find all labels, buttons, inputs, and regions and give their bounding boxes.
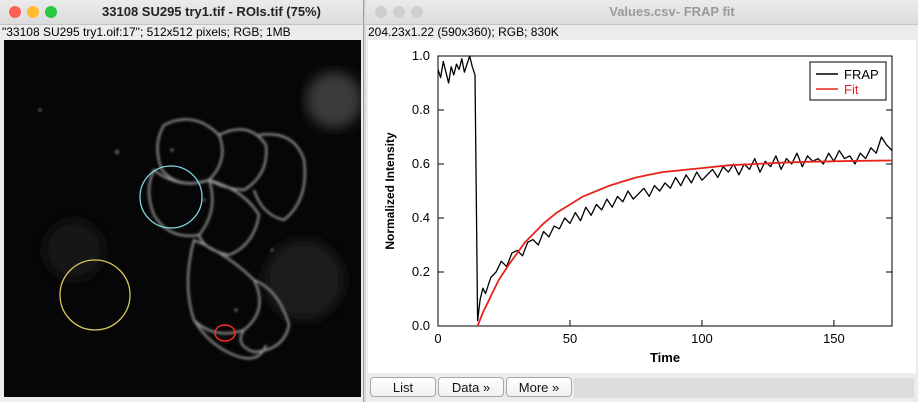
list-button[interactable]: List — [370, 377, 436, 397]
cell-membranes — [148, 118, 306, 360]
x-tick-label: 50 — [563, 331, 577, 346]
y-tick-label: 0.8 — [412, 102, 430, 117]
image-info-line: "33108 SU295 try1.oif:17"; 512x512 pixel… — [2, 25, 291, 39]
chart-legend: FRAP Fit — [809, 61, 887, 101]
minimize-button[interactable] — [27, 6, 39, 18]
y-tick-label: 1.0 — [412, 48, 430, 63]
y-axis-label: Normalized Intensity — [383, 132, 397, 250]
x-tick-label: 0 — [434, 331, 441, 346]
roi-red-circle[interactable] — [214, 324, 236, 342]
plot-info-line: 204.23x1.22 (590x360); RGB; 830K — [368, 25, 559, 39]
data-button[interactable]: Data » — [438, 377, 504, 397]
button-bar-spacer — [574, 378, 914, 398]
y-tick-label: 0.4 — [412, 210, 430, 225]
plot-button-bar: List Data » More » — [368, 377, 918, 399]
x-axis-label: Time — [650, 350, 680, 365]
series-line-frap — [437, 55, 893, 322]
x-tick-label: 100 — [691, 331, 713, 346]
image-window[interactable]: 33108 SU295 try1.tif - ROIs.tif (75%) "3… — [0, 0, 364, 402]
y-tick-label: 0.2 — [412, 264, 430, 279]
window-title: Values.csv- FRAP fit — [609, 4, 735, 19]
plot-window-titlebar[interactable]: Values.csv- FRAP fit — [366, 0, 918, 25]
plot-window[interactable]: Values.csv- FRAP fit 204.23x1.22 (590x36… — [366, 0, 918, 402]
series-line-fit — [476, 159, 893, 327]
frap-chart: 0.0 0.2 0.4 0.6 0.8 1.0 0 50 100 150 Time Normal… — [383, 48, 893, 365]
close-button[interactable] — [375, 6, 387, 18]
microscopy-image-canvas[interactable] — [4, 40, 361, 397]
microscopy-image — [4, 40, 361, 397]
x-tick-label: 150 — [823, 331, 845, 346]
roi-yellow-circle[interactable] — [59, 259, 131, 331]
roi-cyan-circle[interactable] — [139, 165, 203, 229]
more-button[interactable]: More » — [506, 377, 572, 397]
close-button[interactable] — [9, 6, 21, 18]
maximize-button[interactable] — [45, 6, 57, 18]
plot-canvas[interactable]: 0.0 0.2 0.4 0.6 0.8 1.0 0 50 100 150 Time Normal… — [368, 40, 916, 373]
y-tick-label: 0.0 — [412, 318, 430, 333]
window-title: 33108 SU295 try1.tif - ROIs.tif (75%) — [102, 4, 321, 19]
image-window-titlebar[interactable]: 33108 SU295 try1.tif - ROIs.tif (75%) — [0, 0, 363, 25]
plot-frame — [437, 55, 893, 327]
legend-label-fit: Fit — [844, 82, 859, 97]
maximize-button[interactable] — [411, 6, 423, 18]
minimize-button[interactable] — [393, 6, 405, 18]
y-tick-label: 0.6 — [412, 156, 430, 171]
legend-label-frap: FRAP — [844, 67, 879, 82]
